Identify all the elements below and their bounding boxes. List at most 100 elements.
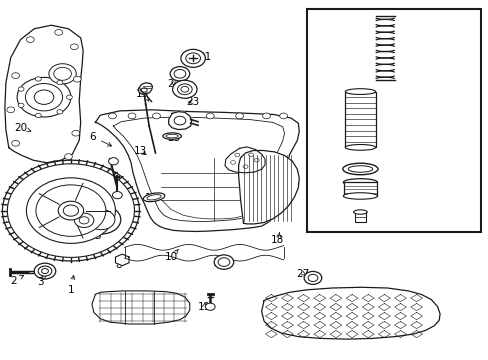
Text: 13: 13 xyxy=(134,146,147,156)
Circle shape xyxy=(12,140,20,146)
Circle shape xyxy=(205,303,215,310)
Circle shape xyxy=(25,84,62,111)
Ellipse shape xyxy=(163,133,181,139)
Circle shape xyxy=(138,86,150,94)
Text: 18: 18 xyxy=(270,233,284,246)
Polygon shape xyxy=(224,147,264,173)
Circle shape xyxy=(243,165,247,168)
Text: 26: 26 xyxy=(325,318,339,328)
Circle shape xyxy=(70,44,78,50)
Circle shape xyxy=(206,113,214,119)
Text: 27: 27 xyxy=(296,269,309,279)
Circle shape xyxy=(307,274,317,282)
Ellipse shape xyxy=(347,166,372,172)
Circle shape xyxy=(108,113,116,119)
Circle shape xyxy=(262,113,270,119)
Text: 14: 14 xyxy=(144,193,158,203)
Circle shape xyxy=(279,113,287,119)
Circle shape xyxy=(66,95,72,99)
Circle shape xyxy=(234,153,239,157)
Text: 21: 21 xyxy=(188,52,211,62)
Ellipse shape xyxy=(345,89,375,94)
Circle shape xyxy=(34,90,54,104)
Circle shape xyxy=(7,107,15,113)
Circle shape xyxy=(181,49,205,67)
Circle shape xyxy=(152,113,160,119)
Ellipse shape xyxy=(342,163,377,175)
Circle shape xyxy=(72,130,80,136)
Text: 5: 5 xyxy=(94,224,101,241)
Circle shape xyxy=(38,266,52,276)
Circle shape xyxy=(218,258,229,266)
Circle shape xyxy=(35,113,41,118)
Circle shape xyxy=(35,77,41,81)
Circle shape xyxy=(34,263,56,279)
Circle shape xyxy=(49,64,76,84)
Circle shape xyxy=(174,116,185,125)
Bar xyxy=(306,9,480,232)
Circle shape xyxy=(64,154,72,159)
Text: 24: 24 xyxy=(175,116,188,126)
Circle shape xyxy=(17,77,71,117)
Circle shape xyxy=(7,164,134,257)
Circle shape xyxy=(58,201,83,220)
Text: 19: 19 xyxy=(247,150,261,163)
Circle shape xyxy=(81,205,121,234)
Circle shape xyxy=(26,178,115,243)
Circle shape xyxy=(18,87,24,91)
Circle shape xyxy=(2,160,139,261)
Text: 9: 9 xyxy=(113,298,125,309)
Circle shape xyxy=(108,158,118,165)
Circle shape xyxy=(172,80,197,98)
Text: 20: 20 xyxy=(14,123,31,133)
Ellipse shape xyxy=(146,195,161,200)
Ellipse shape xyxy=(165,134,178,138)
Circle shape xyxy=(304,271,321,284)
Polygon shape xyxy=(238,150,299,224)
Bar xyxy=(354,212,366,222)
Bar xyxy=(344,182,376,196)
Circle shape xyxy=(55,30,62,35)
Text: 8: 8 xyxy=(115,256,122,270)
Circle shape xyxy=(74,213,94,228)
Text: 23: 23 xyxy=(186,96,200,107)
Text: 3: 3 xyxy=(37,275,46,287)
Circle shape xyxy=(57,110,62,114)
Circle shape xyxy=(68,209,100,232)
Circle shape xyxy=(235,113,243,119)
Ellipse shape xyxy=(343,193,377,199)
Circle shape xyxy=(181,86,188,92)
Circle shape xyxy=(254,158,259,162)
Circle shape xyxy=(36,185,105,236)
Polygon shape xyxy=(168,112,191,130)
Text: 6: 6 xyxy=(89,132,111,146)
Ellipse shape xyxy=(143,193,164,202)
Circle shape xyxy=(248,153,253,157)
Text: 1: 1 xyxy=(67,275,75,295)
Bar xyxy=(345,91,375,147)
Circle shape xyxy=(18,103,24,108)
Text: 2: 2 xyxy=(10,275,23,286)
Text: 15: 15 xyxy=(136,89,149,102)
Circle shape xyxy=(214,255,233,269)
Text: 10: 10 xyxy=(164,249,178,262)
Ellipse shape xyxy=(345,144,375,150)
Polygon shape xyxy=(139,83,152,94)
Circle shape xyxy=(63,205,79,216)
Text: 4: 4 xyxy=(70,222,77,235)
Polygon shape xyxy=(5,25,83,163)
Circle shape xyxy=(54,67,71,80)
Polygon shape xyxy=(95,110,299,231)
Circle shape xyxy=(179,113,187,119)
Text: 7: 7 xyxy=(106,201,113,217)
Circle shape xyxy=(79,217,89,224)
Ellipse shape xyxy=(343,179,377,186)
Circle shape xyxy=(73,76,81,82)
Polygon shape xyxy=(115,254,129,266)
Text: 12: 12 xyxy=(212,258,225,268)
Ellipse shape xyxy=(353,210,366,214)
Circle shape xyxy=(174,69,185,78)
Circle shape xyxy=(12,73,20,78)
Circle shape xyxy=(41,269,48,274)
Circle shape xyxy=(177,84,192,95)
